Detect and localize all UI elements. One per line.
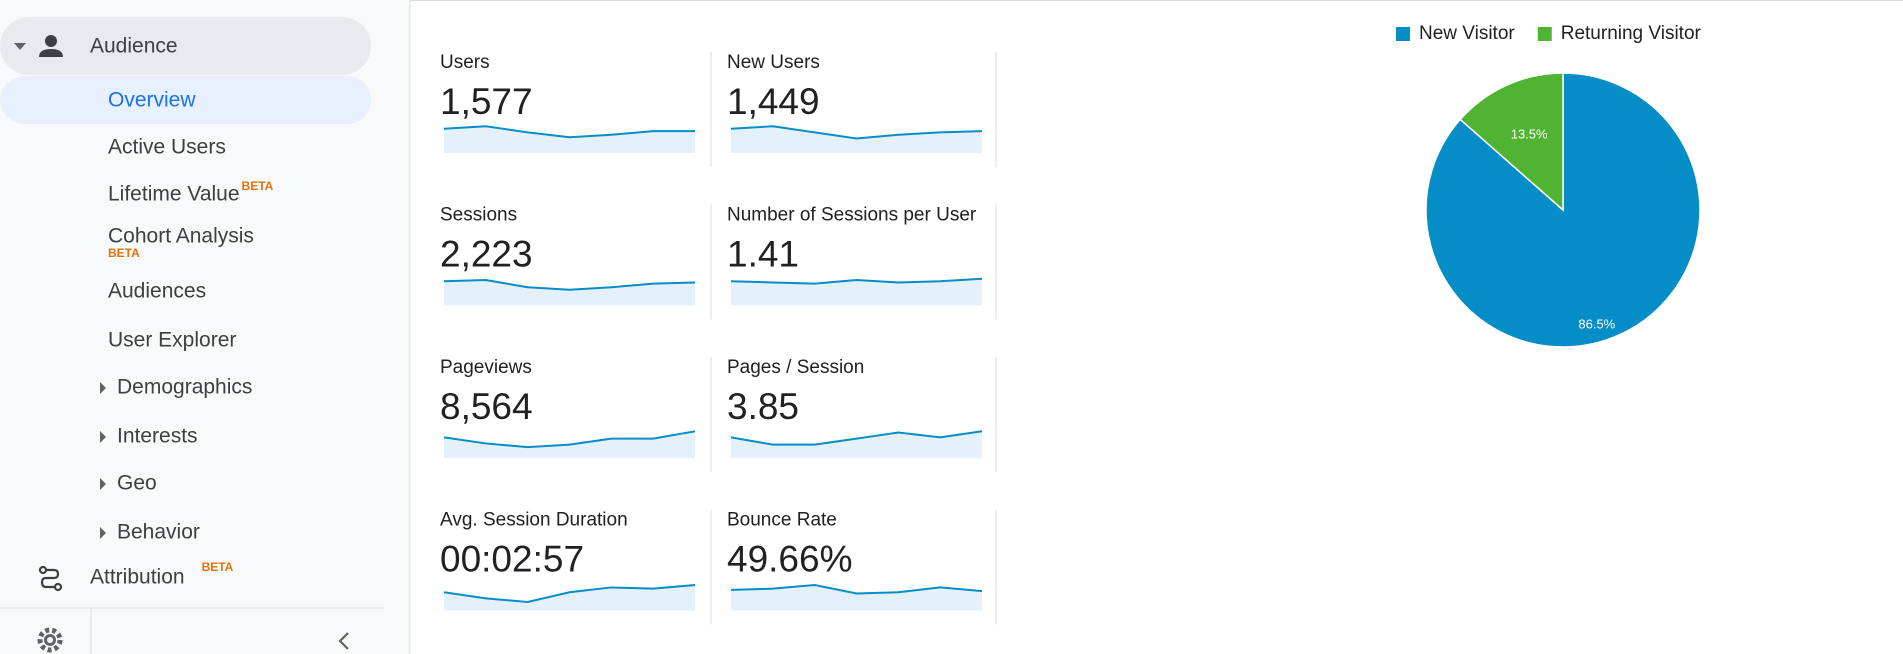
legend-label[interactable]: Returning Visitor: [1561, 23, 1702, 44]
sparkline-area: [731, 126, 982, 153]
metric-label: Bounce Rate: [727, 510, 837, 531]
pie-label: 13.5%: [1511, 127, 1548, 142]
metric-label: New Users: [727, 52, 820, 73]
pie-slice[interactable]: [1459, 72, 1564, 212]
nav-item[interactable]: User Explorer: [108, 329, 236, 352]
nav-group[interactable]: Interests: [117, 425, 198, 448]
expand-caret[interactable]: [100, 527, 106, 539]
beta-badge: BETA: [202, 560, 234, 574]
metric-value: 00:02:57: [440, 538, 584, 579]
collapse-sidebar[interactable]: [338, 632, 349, 650]
person-icon: [39, 35, 63, 57]
sparkline: [443, 584, 696, 604]
nav-item[interactable]: Audiences: [108, 280, 206, 303]
nav-item[interactable]: Active Users: [108, 136, 226, 159]
metric-value: 1,577: [440, 81, 533, 122]
expand-caret[interactable]: [100, 431, 106, 443]
metric-label: Users: [440, 52, 490, 73]
metric-value: 1,449: [727, 81, 820, 122]
metric-label: Pages / Session: [727, 357, 864, 378]
sparkline: [730, 125, 983, 140]
metric-value: 1.41: [727, 233, 799, 274]
metric-value: 49.66%: [727, 538, 853, 579]
expand-caret[interactable]: [100, 478, 106, 490]
metric-value: 3.85: [727, 386, 799, 427]
metric-value: 8,564: [440, 386, 533, 427]
section-label[interactable]: Audience: [90, 35, 178, 58]
sparkline: [730, 430, 983, 446]
legend-swatch[interactable]: [1537, 27, 1552, 41]
section-highlight: [0, 17, 371, 75]
sparkline-area: [444, 585, 695, 611]
sparkline: [443, 125, 695, 139]
sparkline-area: [731, 431, 982, 458]
sparkline-area: [731, 278, 982, 306]
pie-slice[interactable]: [1425, 72, 1701, 348]
beta-badge: BETA: [242, 179, 274, 193]
metric-label: Sessions: [440, 205, 517, 226]
legend-swatch[interactable]: [1396, 27, 1410, 41]
metric-value: 2,223: [440, 233, 533, 274]
sparkline-area: [731, 585, 982, 611]
sparkline: [443, 430, 696, 449]
nav-item[interactable]: Lifetime Value: [108, 183, 240, 206]
settings-icon[interactable]: [37, 627, 63, 653]
nav-group[interactable]: Geo: [117, 472, 157, 495]
nav-item[interactable]: Overview: [108, 89, 196, 112]
nav-group[interactable]: Behavior: [117, 521, 200, 544]
sparkline: [730, 277, 983, 285]
pie-label: 86.5%: [1578, 316, 1615, 331]
legend-label[interactable]: New Visitor: [1419, 23, 1515, 44]
nav-item[interactable]: Cohort Analysis: [108, 225, 254, 248]
sparkline: [730, 584, 983, 595]
metric-label: Number of Sessions per User: [727, 205, 977, 226]
nav-group[interactable]: Demographics: [117, 376, 252, 399]
beta-badge: BETA: [108, 246, 140, 260]
nav-section[interactable]: Attribution: [90, 566, 185, 589]
sparkline: [443, 279, 696, 291]
metric-label: Pageviews: [440, 357, 532, 378]
expand-caret[interactable]: [100, 382, 106, 394]
collapse-caret[interactable]: [14, 43, 26, 50]
active-highlight: [0, 76, 371, 124]
metric-label: Avg. Session Duration: [440, 510, 628, 531]
attribution-icon: [38, 565, 63, 592]
